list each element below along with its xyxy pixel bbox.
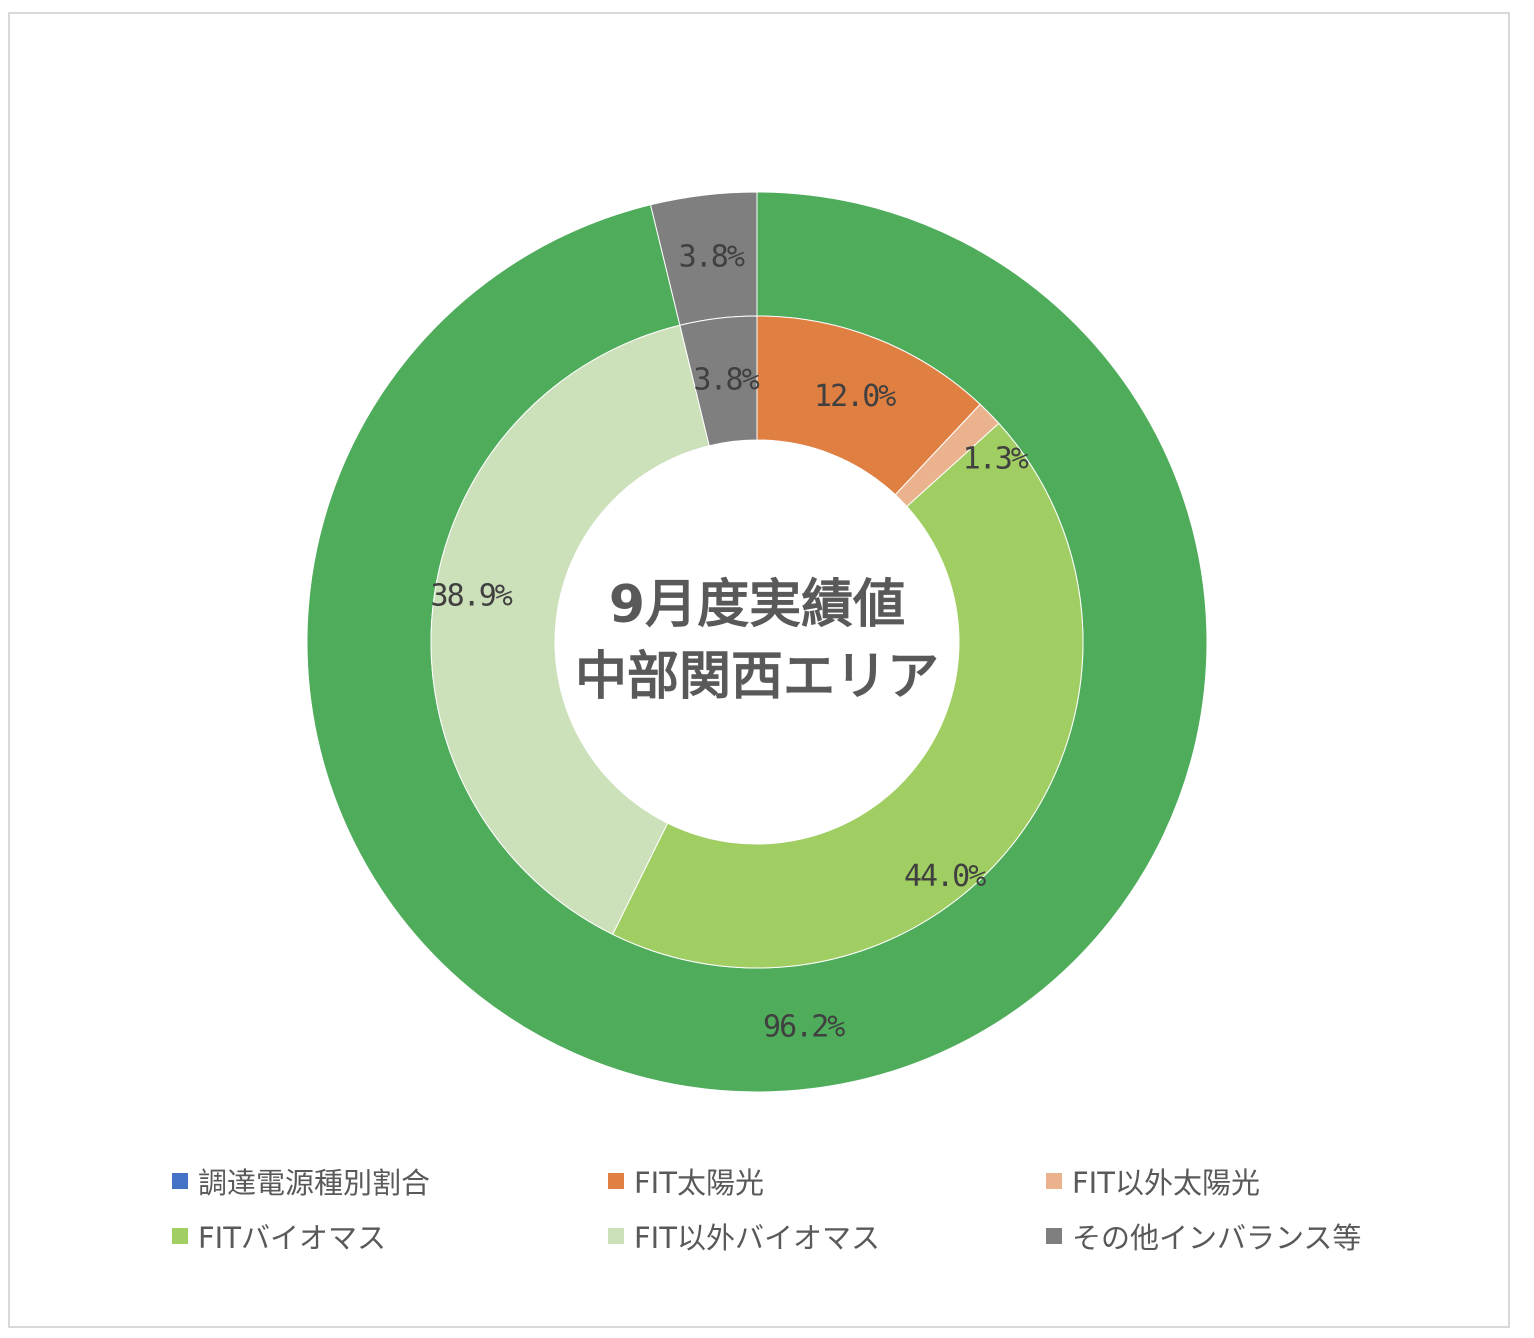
chart-title-line-2: 中部関西エリア bbox=[574, 647, 939, 707]
legend-item: FIT以外バイオマス bbox=[608, 1215, 880, 1257]
legend-item: FITバイオマス bbox=[172, 1215, 386, 1257]
outer-ring-data-label: 96.2% bbox=[763, 1010, 845, 1045]
legend-label: FIT以外太陽光 bbox=[1072, 1166, 1260, 1200]
legend-label: 調達電源種別割合 bbox=[198, 1166, 431, 1200]
legend-label: FIT以外バイオマス bbox=[634, 1221, 880, 1255]
legend-swatch bbox=[1046, 1173, 1062, 1189]
inner-ring-data-label: 38.9% bbox=[431, 578, 513, 613]
legend-swatch bbox=[608, 1228, 624, 1244]
inner-ring-data-label: 3.8% bbox=[693, 362, 759, 397]
outer-ring-data-label: 3.8% bbox=[679, 239, 745, 274]
chart-title-line-1: 9月度実績値 bbox=[608, 575, 906, 635]
legend-label: FITバイオマス bbox=[198, 1221, 386, 1255]
inner-ring-slice-3 bbox=[430, 324, 710, 935]
inner-ring-data-label: 44.0% bbox=[904, 859, 986, 894]
inner-ring-data-label: 12.0% bbox=[814, 379, 896, 414]
legend-item: その他インバランス等 bbox=[1046, 1215, 1361, 1257]
inner-ring-slice-2 bbox=[611, 422, 1084, 969]
legend-swatch bbox=[1046, 1228, 1062, 1244]
inner-ring-slice-4 bbox=[679, 315, 758, 447]
chart-frame bbox=[8, 12, 1510, 1328]
legend-item: 調達電源種別割合 bbox=[172, 1160, 430, 1202]
legend-item: FIT以外太陽光 bbox=[1046, 1160, 1260, 1202]
legend-item: FIT太陽光 bbox=[608, 1160, 764, 1202]
legend-swatch bbox=[172, 1173, 188, 1189]
legend-swatch bbox=[608, 1173, 624, 1189]
legend-swatch bbox=[172, 1228, 188, 1244]
legend-label: FIT太陽光 bbox=[634, 1166, 764, 1200]
legend-label: その他インバランス等 bbox=[1072, 1221, 1362, 1255]
inner-ring-data-label: 1.3% bbox=[963, 442, 1029, 477]
